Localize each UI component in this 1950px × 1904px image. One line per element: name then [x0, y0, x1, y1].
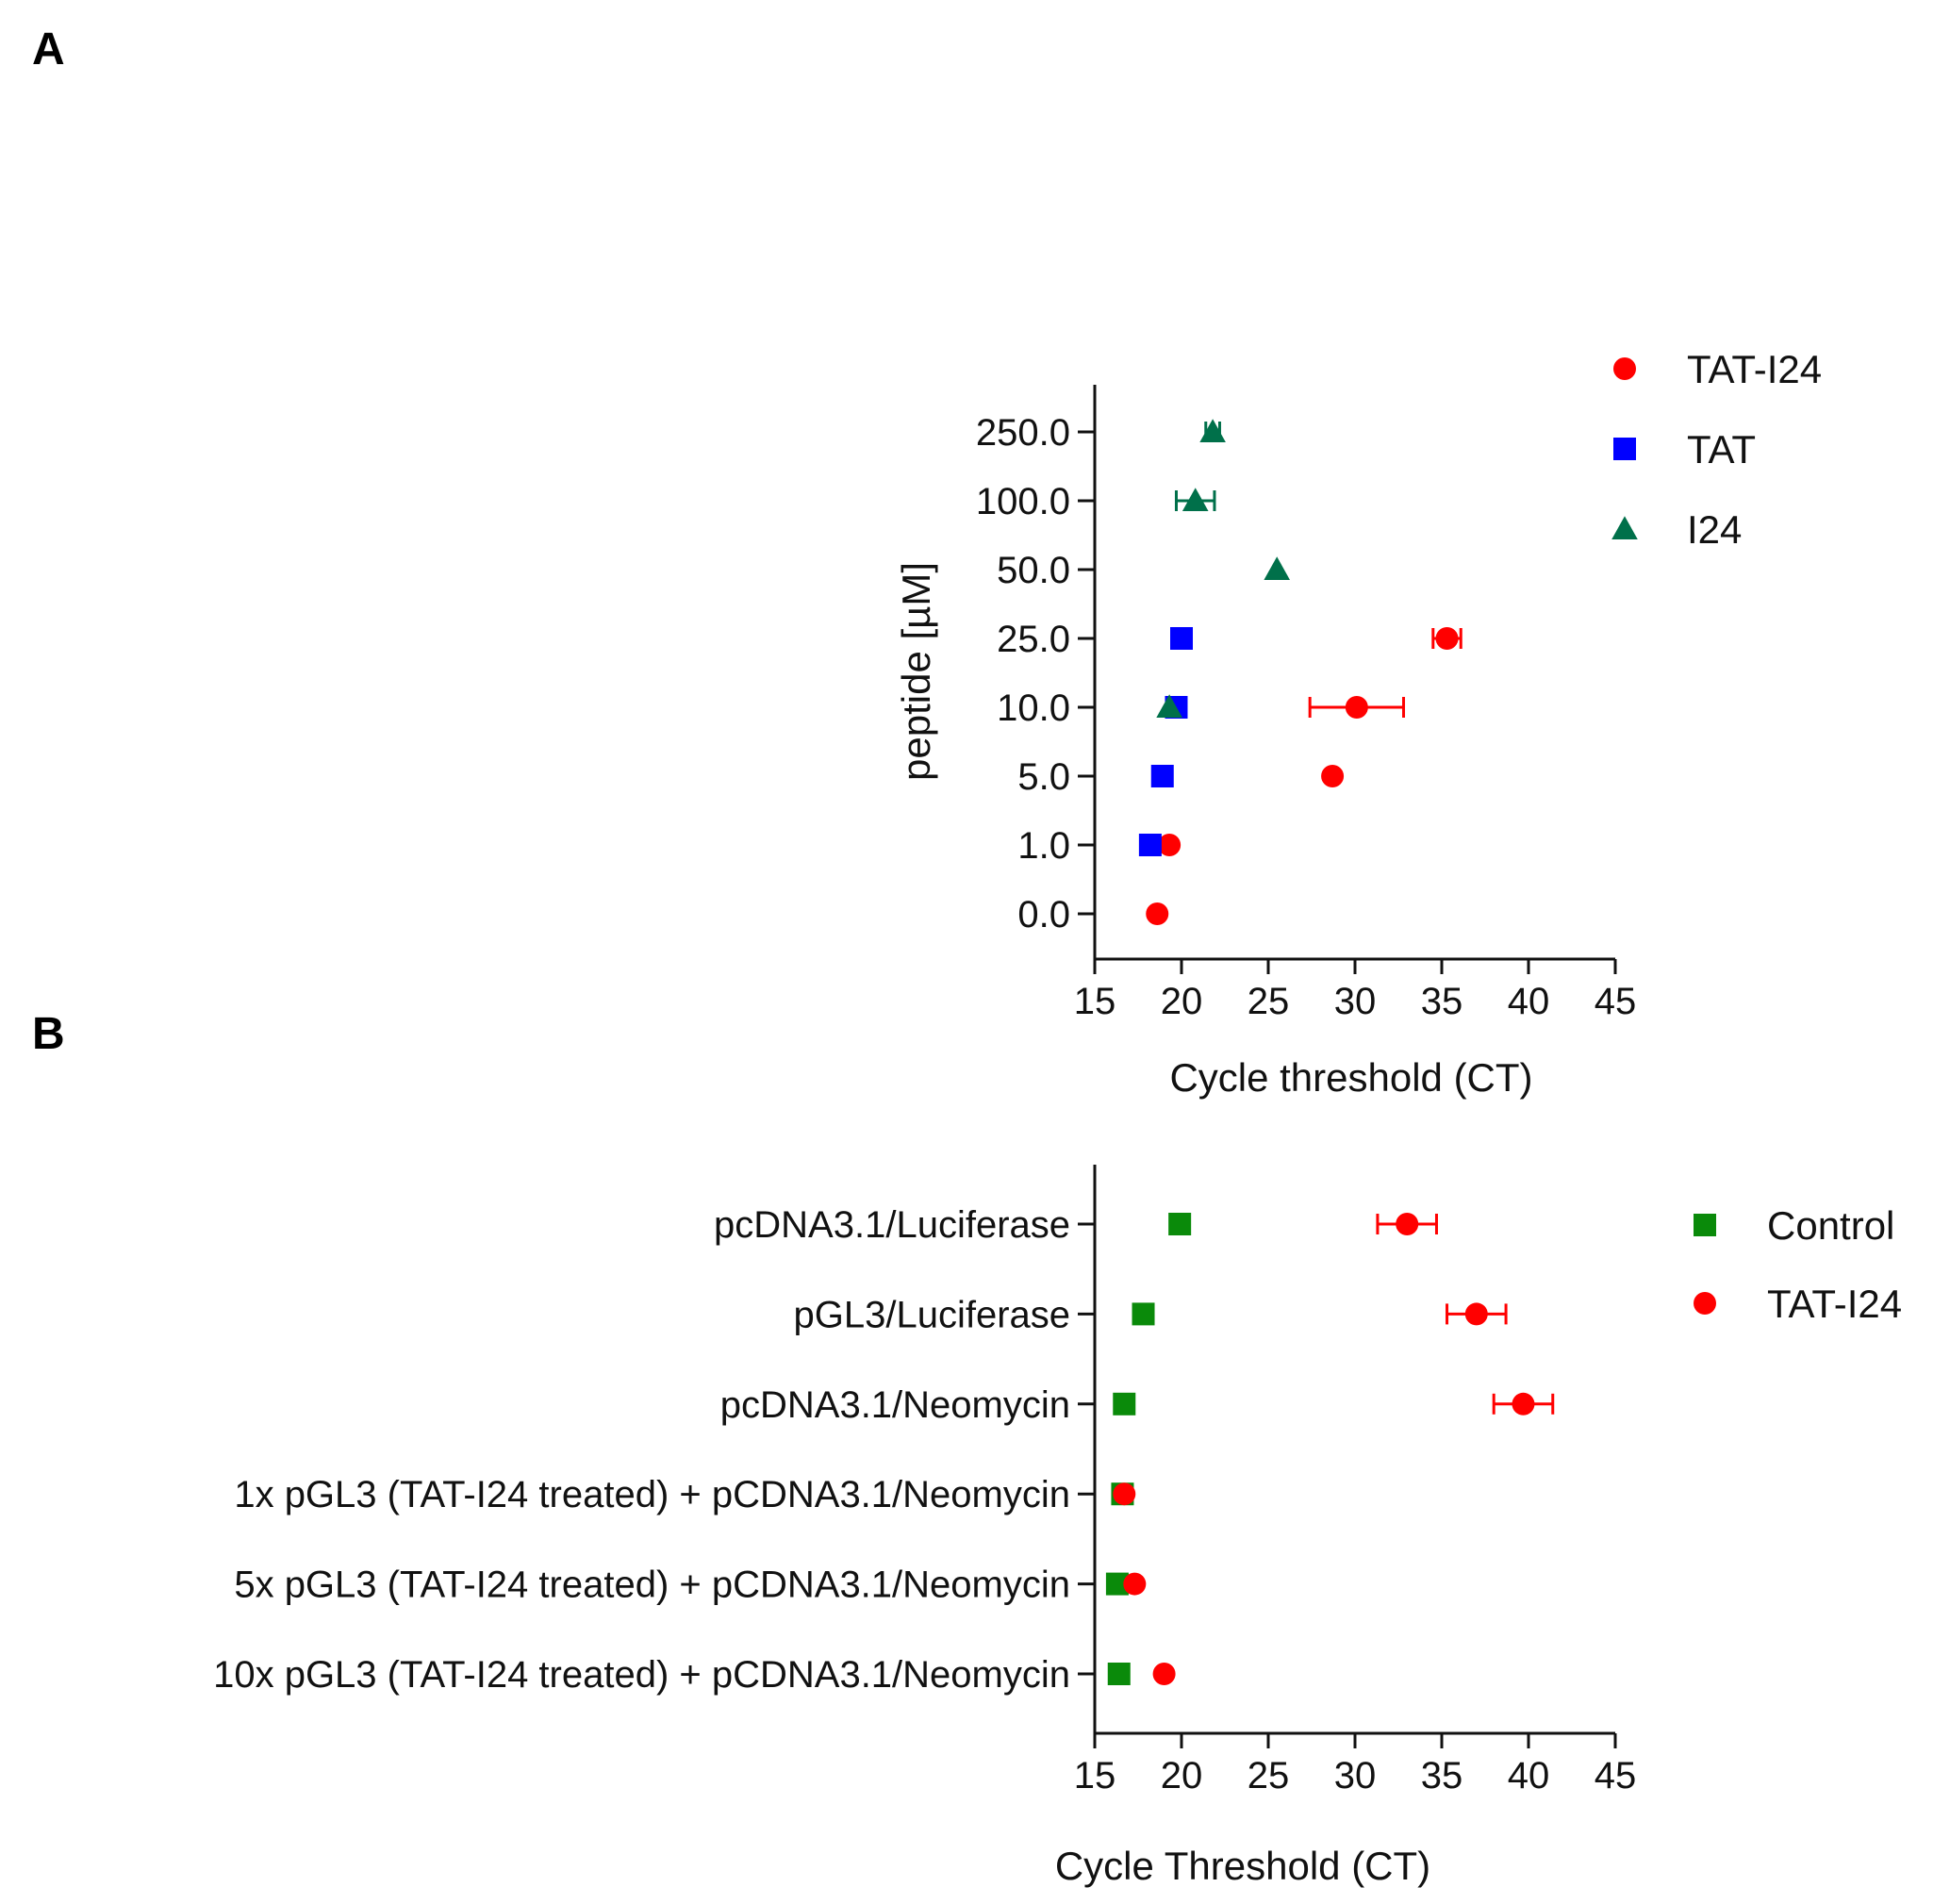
x-tick-label: 15: [1074, 981, 1116, 1022]
legend-marker-control: [1694, 1214, 1716, 1236]
chart-a-x-title: Cycle threshold (CT): [1169, 1055, 1532, 1100]
point-control: [1113, 1392, 1136, 1416]
y-tick-label: 1x pGL3 (TAT-I24 treated) + pCDNA3.1/Neo…: [234, 1474, 1070, 1515]
x-tick-label: 30: [1334, 981, 1377, 1022]
point-i24: [1156, 694, 1182, 719]
chart-a-ticks: 15 20 25 30 35 40 45 250.0 100.0 50.0 25.0 10.0 5.0 1…: [976, 412, 1636, 1022]
panel-a-label: A: [32, 25, 65, 75]
point-control: [1107, 1663, 1131, 1685]
x-tick-label: 20: [1161, 1755, 1203, 1796]
y-tick-label: 5x pGL3 (TAT-I24 treated) + pCDNA3.1/Neo…: [234, 1565, 1070, 1606]
point-i24: [1182, 488, 1209, 512]
chart-b-marks: [1105, 1213, 1555, 1685]
point-tat-i24: [1123, 1572, 1147, 1596]
point-tat-i24: [1345, 696, 1368, 719]
x-tick-label: 35: [1421, 1755, 1463, 1796]
point-tat-i24: [1152, 1663, 1176, 1685]
point-control: [1132, 1302, 1155, 1326]
x-tick-label: 15: [1074, 1755, 1116, 1796]
chart-b-x-title: Cycle Threshold (CT): [1055, 1844, 1430, 1888]
x-tick-label: 25: [1248, 1755, 1290, 1796]
y-tick-label: 0.0: [1017, 894, 1070, 935]
y-tick-label: 100.0: [976, 481, 1070, 522]
point-tat: [1170, 627, 1193, 650]
y-tick-label: 250.0: [976, 412, 1070, 454]
point-i24: [1264, 556, 1290, 581]
legend-marker-tat-i24: [1613, 357, 1636, 380]
x-tick-label: 30: [1334, 1755, 1377, 1796]
x-tick-label: 40: [1508, 1755, 1550, 1796]
legend-label-control: Control: [1767, 1203, 1894, 1248]
panel-b-label: B: [32, 1009, 65, 1059]
legend-marker-tat-i24: [1694, 1292, 1716, 1315]
point-tat: [1138, 834, 1162, 856]
y-tick-label: pcDNA3.1/Luciferase: [714, 1204, 1070, 1246]
point-tat-i24: [1512, 1392, 1535, 1416]
point-tat-i24: [1435, 627, 1459, 650]
point-control: [1168, 1213, 1192, 1235]
x-tick-label: 20: [1161, 981, 1203, 1022]
legend-marker-tat: [1613, 438, 1636, 460]
chart-b: 15 20 25 30 35 40 45 pcDNA3.1/Luciferase pGL3/Lu…: [213, 1165, 1902, 1888]
y-tick-label: 50.0: [997, 550, 1070, 591]
y-tick-label: 10.0: [997, 687, 1070, 729]
legend-marker-i24: [1611, 516, 1638, 540]
point-tat-i24: [1396, 1213, 1419, 1235]
x-tick-label: 40: [1508, 981, 1550, 1022]
x-tick-label: 45: [1595, 1755, 1637, 1796]
y-tick-label: 10x pGL3 (TAT-I24 treated) + pCDNA3.1/Ne…: [213, 1654, 1070, 1696]
chart-b-legend: Control TAT-I24: [1694, 1203, 1902, 1326]
x-tick-label: 35: [1421, 981, 1463, 1022]
point-tat: [1150, 765, 1174, 787]
y-tick-label: 5.0: [1017, 756, 1070, 798]
point-i24: [1199, 419, 1226, 443]
y-tick-label: pGL3/Luciferase: [793, 1294, 1070, 1335]
legend-label-tat: TAT: [1687, 427, 1756, 472]
chart-a-legend: TAT-I24 TAT I24: [1611, 347, 1822, 552]
chart-a-y-title: peptide [µM]: [894, 562, 938, 781]
point-tat-i24: [1321, 765, 1345, 787]
x-tick-label: 25: [1248, 981, 1290, 1022]
legend-label-tat-i24: TAT-I24: [1687, 347, 1822, 391]
point-tat-i24: [1146, 902, 1169, 925]
x-tick-label: 45: [1595, 981, 1637, 1022]
chart-a-marks: [1138, 419, 1462, 925]
chart-a: 15 20 25 30 35 40 45 250.0 100.0 50.0 25.0 10.0 5.0 1…: [894, 347, 1822, 1100]
point-tat-i24: [1158, 834, 1182, 856]
point-tat-i24: [1464, 1302, 1488, 1326]
y-tick-label: 1.0: [1017, 825, 1070, 867]
y-tick-label: 25.0: [997, 619, 1070, 660]
legend-label-i24: I24: [1687, 507, 1742, 552]
legend-label-tat-i24: TAT-I24: [1767, 1282, 1902, 1326]
chart-b-ticks: 15 20 25 30 35 40 45 pcDNA3.1/Luciferase pGL3/Lu…: [213, 1204, 1636, 1796]
point-tat-i24: [1113, 1482, 1136, 1506]
y-tick-label: pcDNA3.1/Neomycin: [720, 1384, 1070, 1426]
